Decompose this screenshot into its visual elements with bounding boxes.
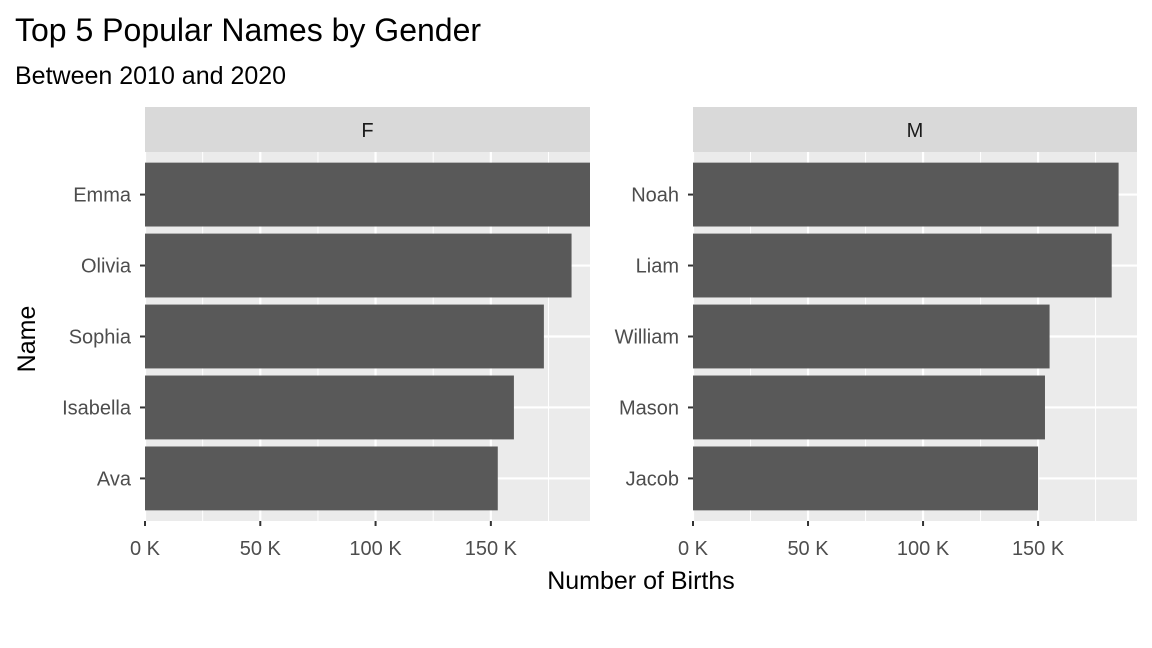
x-tick-label: 150 K bbox=[1012, 538, 1065, 560]
chart-title: Top 5 Popular Names by Gender bbox=[15, 12, 481, 48]
x-tick-label: 100 K bbox=[897, 538, 950, 560]
bar-liam bbox=[693, 233, 1112, 298]
x-axis-title: Number of Births bbox=[547, 567, 735, 595]
bar-sophia bbox=[145, 304, 544, 369]
y-tick-label: Noah bbox=[631, 185, 679, 207]
y-axis-title: Name bbox=[13, 306, 41, 373]
x-tick-label: 0 K bbox=[130, 538, 161, 560]
bar-mason bbox=[693, 375, 1045, 440]
facet-strip bbox=[145, 107, 590, 152]
y-tick-label: Liam bbox=[636, 256, 679, 278]
y-tick-label: Emma bbox=[73, 185, 132, 207]
bar-emma bbox=[145, 162, 590, 227]
facet-panels: F Emma Olivia Sophia Isabella Ava 0 K 50 K 100 K… bbox=[62, 107, 1137, 560]
y-tick-label: Jacob bbox=[626, 468, 679, 490]
x-tick-label: 0 K bbox=[678, 538, 709, 560]
x-tick-label: 150 K bbox=[465, 538, 518, 560]
y-tick-label: Sophia bbox=[69, 327, 132, 349]
bar-ava bbox=[145, 446, 498, 511]
y-tick-label: Isabella bbox=[62, 397, 132, 419]
y-tick-label: Olivia bbox=[81, 256, 132, 278]
bar-noah bbox=[693, 162, 1119, 227]
x-tick-label: 50 K bbox=[787, 538, 829, 560]
x-tick-label: 100 K bbox=[349, 538, 402, 560]
facet-panel-F: F Emma Olivia Sophia Isabella Ava 0 K 50 K 100 K… bbox=[62, 107, 590, 560]
bar-isabella bbox=[145, 375, 514, 440]
bar-jacob bbox=[693, 446, 1039, 511]
facet-strip-label: M bbox=[907, 120, 924, 142]
x-tick-label: 50 K bbox=[240, 538, 282, 560]
facet-panel-M: M Noah Liam William Mason Jacob 0 K 50 K 100 K 15… bbox=[615, 107, 1137, 560]
bar-olivia bbox=[145, 233, 572, 298]
facet-strip-label: F bbox=[361, 120, 373, 142]
facet-strip bbox=[693, 107, 1137, 152]
bar-william bbox=[693, 304, 1050, 369]
y-tick-label: William bbox=[615, 327, 679, 349]
chart-subtitle: Between 2010 and 2020 bbox=[15, 62, 286, 90]
y-tick-label: Ava bbox=[97, 468, 132, 490]
y-tick-label: Mason bbox=[619, 397, 679, 419]
